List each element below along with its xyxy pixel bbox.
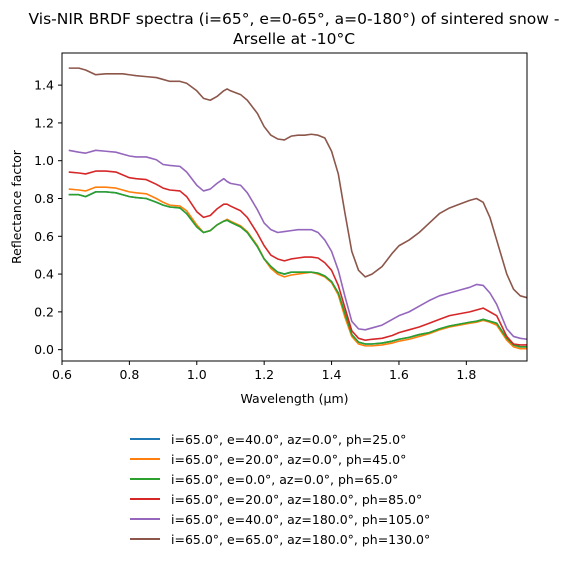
legend-label: i=65.0°, e=40.0°, az=0.0°, ph=25.0° (171, 431, 407, 447)
legend: i=65.0°, e=40.0°, az=0.0°, ph=25.0° i=65.… (124, 429, 430, 549)
series-line-3 (68, 191, 527, 348)
series-line-4 (68, 170, 527, 346)
series-line-2 (68, 186, 527, 350)
legend-label: i=65.0°, e=40.0°, az=180.0°, ph=105.0° (171, 511, 431, 527)
y-tick-label: 1.0 (34, 153, 54, 168)
legend-swatch (130, 538, 160, 540)
chart-title-line-2: Arselle at -10°C (232, 30, 356, 48)
plot-frame (61, 52, 528, 362)
x-tick-label: 1.6 (389, 367, 409, 382)
legend-item-2: i=65.0°, e=20.0°, az=0.0°, ph=45.0° (124, 449, 430, 469)
x-tick-label: 1.0 (187, 367, 207, 382)
legend-swatch (130, 498, 160, 500)
series-line-1 (68, 191, 527, 348)
legend-item-1: i=65.0°, e=40.0°, az=0.0°, ph=25.0° (124, 429, 430, 449)
y-tick-label: 1.2 (34, 115, 54, 130)
legend-swatch (130, 458, 160, 460)
y-axis-label: Reflectance factor (9, 149, 24, 264)
y-axis-ticks: 0.0 0.2 0.4 0.6 0.8 1.0 1.2 1.4 (34, 78, 62, 357)
y-tick-label: 0.0 (34, 342, 54, 357)
x-tick-label: 1.2 (254, 367, 274, 382)
chart-title-line-1: Vis-NIR BRDF spectra (i=65°, e=0-65°, a=… (28, 10, 560, 28)
legend-swatch (130, 478, 160, 480)
x-tick-label: 1.8 (456, 367, 476, 382)
series-line-6 (68, 67, 528, 299)
legend-item-4: i=65.0°, e=20.0°, az=180.0°, ph=85.0° (124, 489, 430, 509)
legend-item-3: i=65.0°, e=0.0°, az=0.0°, ph=65.0° (124, 469, 430, 489)
legend-label: i=65.0°, e=65.0°, az=180.0°, ph=130.0° (171, 531, 431, 547)
legend-label: i=65.0°, e=0.0°, az=0.0°, ph=65.0° (171, 471, 399, 487)
x-tick-label: 1.4 (322, 367, 342, 382)
y-tick-label: 0.4 (34, 267, 54, 282)
plot-lines (68, 67, 528, 350)
x-axis-label: Wavelength (μm) (240, 391, 348, 406)
y-tick-label: 0.2 (34, 304, 54, 319)
y-tick-label: 1.4 (34, 78, 54, 93)
legend-swatch (130, 438, 160, 440)
x-tick-label: 0.8 (119, 367, 139, 382)
legend-item-5: i=65.0°, e=40.0°, az=180.0°, ph=105.0° (124, 509, 430, 529)
y-tick-label: 0.8 (34, 191, 54, 206)
x-axis-ticks: 0.6 0.8 1.0 1.2 1.4 1.6 1.8 (52, 361, 476, 382)
y-tick-label: 0.6 (34, 229, 54, 244)
legend-label: i=65.0°, e=20.0°, az=0.0°, ph=45.0° (171, 451, 407, 467)
series-line-5 (68, 149, 528, 341)
legend-label: i=65.0°, e=20.0°, az=180.0°, ph=85.0° (171, 491, 423, 507)
legend-item-6: i=65.0°, e=65.0°, az=180.0°, ph=130.0° (124, 529, 430, 549)
legend-swatch (130, 518, 160, 520)
x-tick-label: 0.6 (52, 367, 72, 382)
